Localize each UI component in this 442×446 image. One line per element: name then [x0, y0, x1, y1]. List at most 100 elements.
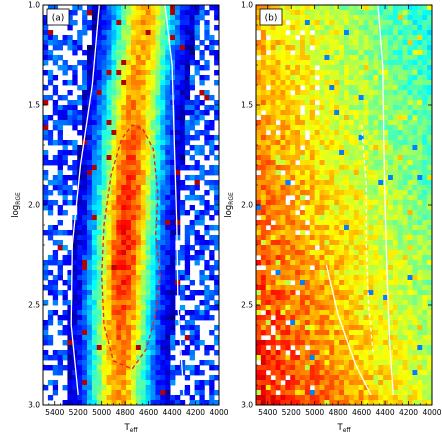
heatmap-cell: [141, 305, 146, 310]
heatmap-cell: [43, 135, 48, 140]
heatmap-cell: [408, 20, 413, 25]
heatmap-cell: [126, 85, 131, 90]
heatmap-cell: [141, 375, 146, 380]
heatmap-cell: [329, 335, 334, 340]
heatmap-cell: [310, 55, 315, 60]
heatmap-cell: [266, 190, 271, 195]
heatmap-cell: [388, 235, 393, 240]
heatmap-cell: [329, 60, 334, 65]
heatmap-cell: [339, 255, 344, 260]
heatmap-cell: [111, 135, 116, 140]
heatmap-cell: [344, 130, 349, 135]
heatmap-cell: [310, 330, 315, 335]
heatmap-cell: [256, 240, 261, 245]
heatmap-cell: [280, 245, 285, 250]
heatmap-cell: [305, 175, 310, 180]
heatmap-cell: [359, 90, 364, 95]
heatmap-cell: [155, 150, 160, 155]
heatmap-cell: [170, 10, 175, 15]
heatmap-cell: [412, 160, 417, 165]
heatmap-cell: [354, 90, 359, 95]
heatmap-cell: [136, 250, 141, 255]
heatmap-cell: [175, 370, 180, 375]
heatmap-cell: [422, 60, 427, 65]
heatmap-cell: [48, 50, 53, 55]
heatmap-cell: [190, 310, 195, 315]
heatmap-cell: [329, 345, 334, 350]
heatmap-cell: [155, 375, 160, 380]
heatmap-cell: [151, 15, 156, 20]
heatmap-cell: [165, 350, 170, 355]
heatmap-cell: [175, 90, 180, 95]
heatmap-cell: [256, 355, 261, 360]
heatmap-cell: [295, 315, 300, 320]
heatmap-cell: [271, 195, 276, 200]
heatmap-cell: [160, 365, 165, 370]
heatmap-cell: [320, 55, 325, 60]
heatmap-cell: [266, 350, 271, 355]
heatmap-cell: [378, 275, 383, 280]
heatmap-cell: [290, 250, 295, 255]
heatmap-cell: [393, 360, 398, 365]
heatmap-cell: [364, 315, 369, 320]
heatmap-cell: [102, 375, 107, 380]
heatmap-cell: [111, 125, 116, 130]
heatmap-cell: [146, 100, 151, 105]
heatmap-cell: [116, 255, 121, 260]
heatmap-cell: [87, 130, 92, 135]
heatmap-cell: [305, 340, 310, 345]
heatmap-cell: [126, 10, 131, 15]
heatmap-cell: [170, 25, 175, 30]
heatmap-cell: [111, 25, 116, 30]
heatmap-cell: [300, 195, 305, 200]
heatmap-cell: [48, 35, 53, 40]
heatmap-cell: [121, 305, 126, 310]
heatmap-cell: [261, 175, 266, 180]
heatmap-cell: [285, 115, 290, 120]
heatmap-cell: [82, 290, 87, 295]
heatmap-cell: [320, 130, 325, 135]
heatmap-cell: [67, 110, 72, 115]
heatmap-cell: [276, 270, 281, 275]
heatmap-cell: [72, 50, 77, 55]
heatmap-cell: [310, 90, 315, 95]
heatmap-cell: [97, 250, 102, 255]
heatmap-cell: [256, 295, 261, 300]
heatmap-cell: [160, 320, 165, 325]
heatmap-cell: [295, 255, 300, 260]
heatmap-cell: [417, 30, 422, 35]
heatmap-cell: [349, 40, 354, 45]
heatmap-cell: [300, 55, 305, 60]
heatmap-cell: [67, 340, 72, 345]
heatmap-cell: [160, 220, 165, 225]
heatmap-cell: [72, 175, 77, 180]
heatmap-cell: [398, 285, 403, 290]
heatmap-cell: [271, 210, 276, 215]
heatmap-cell: [373, 210, 378, 215]
heatmap-cell: [92, 260, 97, 265]
heatmap-cell: [195, 130, 200, 135]
heatmap-cell: [151, 75, 156, 80]
heatmap-cell: [63, 195, 68, 200]
heatmap-cell: [204, 130, 209, 135]
heatmap-cell: [204, 310, 209, 315]
heatmap-cell: [412, 155, 417, 160]
heatmap-cell: [417, 285, 422, 290]
heatmap-cell: [320, 5, 325, 10]
heatmap-cell: [403, 285, 408, 290]
heatmap-cell: [53, 85, 58, 90]
heatmap-cell: [165, 230, 170, 235]
heatmap-cell: [412, 170, 417, 175]
heatmap-cell: [72, 170, 77, 175]
heatmap-cell: [285, 45, 290, 50]
heatmap-cell: [170, 245, 175, 250]
heatmap-cell: [136, 40, 141, 45]
heatmap-cell: [131, 170, 136, 175]
heatmap-cell: [378, 340, 383, 345]
heatmap-cell: [67, 390, 72, 395]
heatmap-cell: [383, 5, 388, 10]
heatmap-cell: [417, 225, 422, 230]
heatmap-cell: [285, 75, 290, 80]
heatmap-cell: [48, 30, 53, 35]
heatmap-cell: [43, 340, 48, 345]
